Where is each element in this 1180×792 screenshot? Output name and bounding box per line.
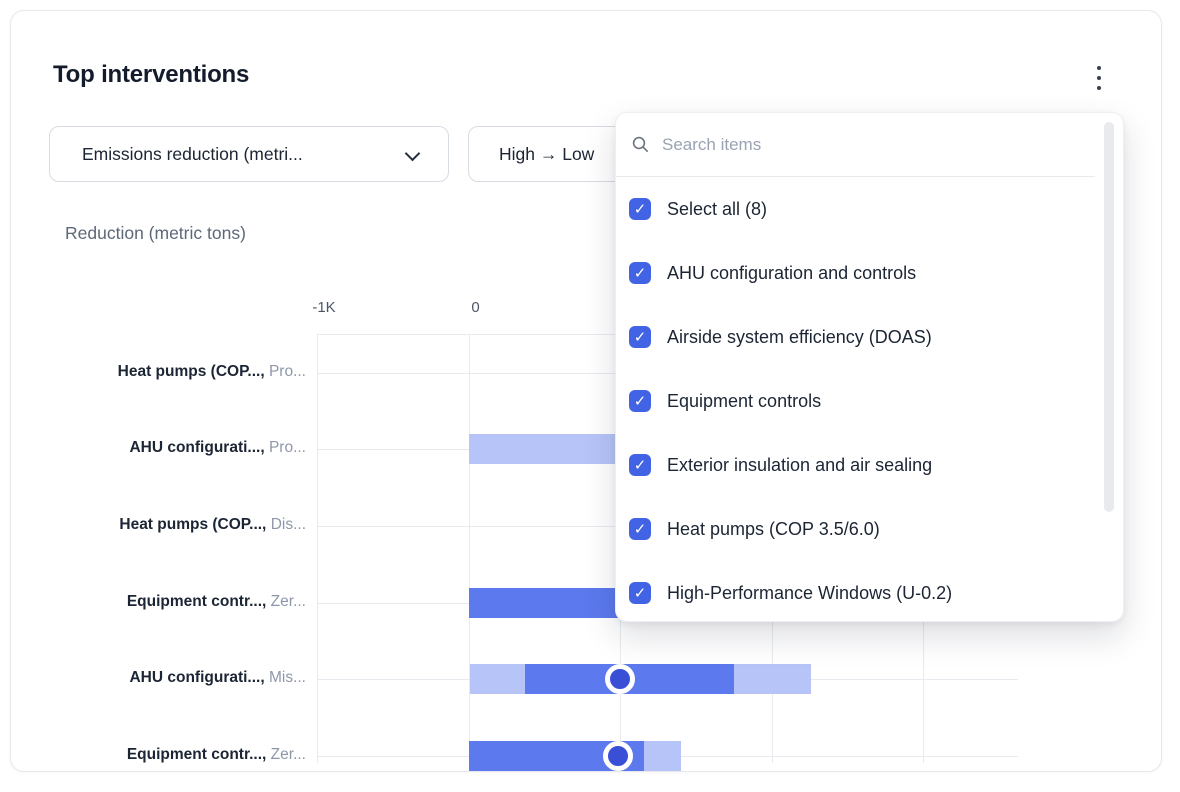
x-tick-label: -1K	[312, 299, 336, 316]
kebab-menu-icon[interactable]	[1085, 59, 1113, 97]
dropdown-item-label: Exterior insulation and air sealing	[667, 454, 933, 475]
chart-axis-title: Reduction (metric tons)	[65, 223, 246, 243]
row-label-scenario: Mis...	[268, 669, 306, 687]
dropdown-items: ✓ Select all (8) ✓ AHU configuration and co…	[616, 177, 1123, 621]
row-label-intervention: Equipment contr...,	[126, 745, 271, 763]
search-input[interactable]	[662, 134, 1042, 155]
dropdown-item-label: Airside system efficiency (DOAS)	[667, 326, 932, 347]
row-label-scenario: Zer...	[270, 745, 306, 763]
scrollbar-thumb[interactable]	[1104, 122, 1114, 512]
bar-marker	[602, 740, 633, 771]
kebab-dot	[1097, 66, 1101, 70]
top-interventions-card: Top interventions Emissions reduction (m…	[10, 10, 1162, 772]
row-label: AHU configurati..., Mis...	[11, 669, 306, 687]
kebab-dot	[1097, 86, 1101, 90]
checkbox-checked-icon[interactable]: ✓	[629, 262, 651, 284]
checkbox-checked-icon[interactable]: ✓	[629, 326, 651, 348]
bar-segment[interactable]	[644, 740, 681, 771]
gridline	[468, 334, 470, 763]
row-label-intervention: Equipment contr...,	[126, 592, 271, 610]
divider	[616, 176, 1095, 177]
row-label-intervention: AHU configurati...,	[129, 669, 269, 687]
dropdown-item-label: Equipment controls	[667, 390, 822, 411]
bar-segment[interactable]	[470, 664, 525, 695]
row-label-intervention: Heat pumps (COP...,	[119, 515, 271, 533]
metric-dropdown-label: Emissions reduction (metri...	[82, 143, 303, 164]
row-label-scenario: Pro...	[268, 439, 306, 457]
dropdown-item-label: Heat pumps (COP 3.5/6.0)	[667, 518, 880, 539]
page-title: Top interventions	[53, 61, 250, 88]
checkbox-checked-icon[interactable]: ✓	[629, 454, 651, 476]
dropdown-item[interactable]: ✓ High-Performance Windows (U-0.2)	[616, 561, 1123, 621]
metric-dropdown-button[interactable]: Emissions reduction (metri...	[49, 126, 449, 182]
checkbox-checked-icon[interactable]: ✓	[629, 582, 651, 604]
dropdown-item-label: High-Performance Windows (U-0.2)	[667, 582, 953, 603]
row-label-scenario: Dis...	[270, 515, 306, 533]
sort-dropdown-label: High → Low	[499, 143, 595, 164]
dropdown-item[interactable]: ✓ Airside system efficiency (DOAS)	[616, 305, 1123, 369]
search-icon	[632, 136, 648, 152]
row-label: Equipment contr..., Zer...	[11, 593, 306, 611]
dropdown-item-label: Select all (8)	[667, 198, 768, 219]
row-label: Heat pumps (COP..., Pro...	[11, 363, 306, 381]
kebab-dot	[1097, 76, 1101, 80]
checkbox-checked-icon[interactable]: ✓	[629, 390, 651, 412]
row-label-scenario: Zer...	[270, 592, 306, 610]
search-row	[616, 113, 1123, 176]
row-label: Heat pumps (COP..., Dis...	[11, 516, 306, 534]
dropdown-item[interactable]: ✓ AHU configuration and controls	[616, 241, 1123, 305]
row-label: Equipment contr..., Zer...	[11, 746, 306, 764]
dropdown-item-label: AHU configuration and controls	[667, 262, 917, 283]
bar-marker	[605, 664, 635, 695]
row-label-intervention: Heat pumps (COP...,	[117, 362, 269, 380]
dropdown-item[interactable]: ✓ Exterior insulation and air sealing	[616, 433, 1123, 497]
checkbox-checked-icon[interactable]: ✓	[629, 518, 651, 540]
dropdown-item[interactable]: ✓ Select all (8)	[616, 177, 1123, 241]
row-label-scenario: Pro...	[268, 362, 306, 380]
row-label: AHU configurati..., Pro...	[11, 439, 306, 457]
items-dropdown-panel: ✓ Select all (8) ✓ AHU configuration and co…	[615, 112, 1124, 622]
bar-segment[interactable]	[733, 664, 811, 695]
checkbox-checked-icon[interactable]: ✓	[629, 198, 651, 220]
dropdown-item[interactable]: ✓ Heat pumps (COP 3.5/6.0)	[616, 497, 1123, 561]
x-tick-label: 0	[471, 299, 480, 316]
row-label-intervention: AHU configurati...,	[129, 439, 269, 457]
gridline	[317, 334, 318, 763]
dropdown-item[interactable]: ✓ Equipment controls	[616, 369, 1123, 433]
